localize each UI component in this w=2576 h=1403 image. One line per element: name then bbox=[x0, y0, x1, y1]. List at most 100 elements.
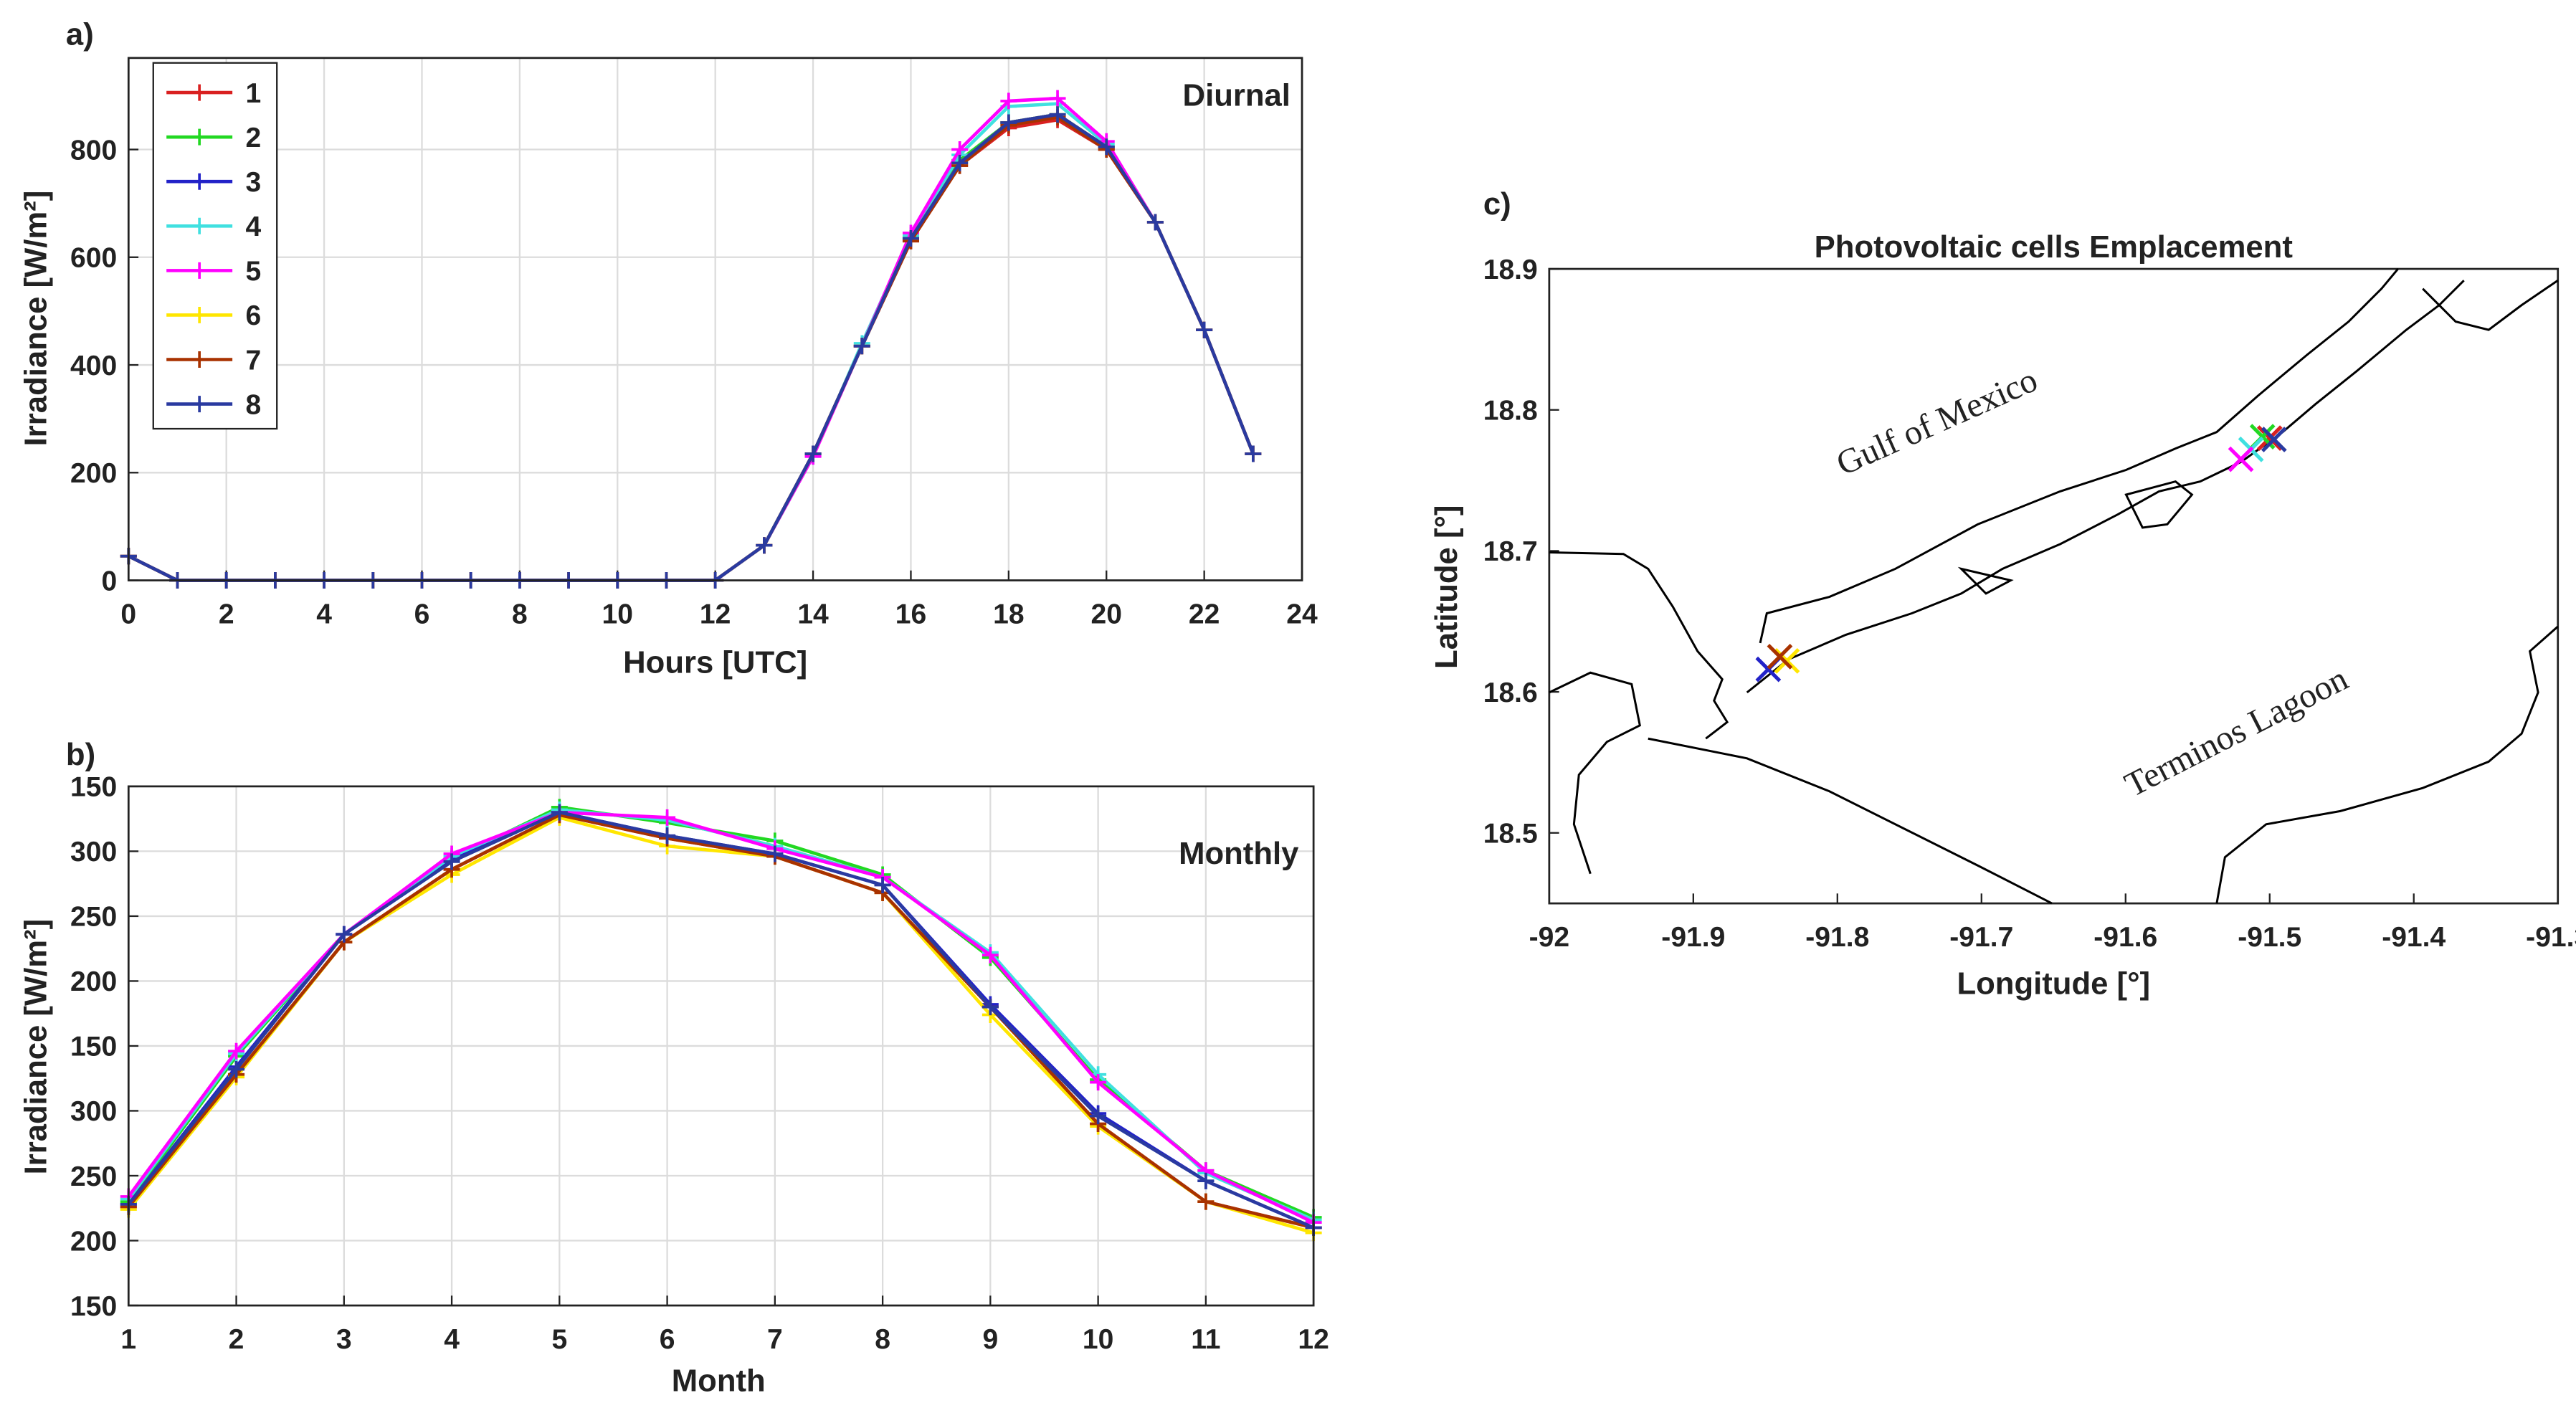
y-tick-label: 300 bbox=[70, 837, 117, 867]
location-marker bbox=[2228, 446, 2254, 472]
series-line bbox=[127, 810, 1315, 1224]
y-axis-label: Latitude [°] bbox=[1429, 505, 1464, 669]
legend-swatch bbox=[191, 262, 208, 279]
x-tick-label: -91.7 bbox=[1949, 922, 2013, 953]
x-tick-label: 7 bbox=[767, 1324, 783, 1355]
coast-island-south bbox=[1746, 280, 2465, 694]
point-marker bbox=[1197, 1172, 1215, 1189]
x-tick-label: 16 bbox=[895, 599, 926, 629]
point-marker bbox=[551, 804, 568, 821]
coast-lagoon-west bbox=[1648, 737, 2053, 905]
x-tick-label: 12 bbox=[1298, 1324, 1329, 1355]
legend-label: 3 bbox=[246, 167, 262, 198]
point-marker bbox=[1090, 1074, 1107, 1091]
point-marker bbox=[766, 845, 784, 862]
x-tick-label: 1 bbox=[120, 1324, 136, 1355]
point-marker bbox=[1000, 92, 1017, 110]
y-tick-label: 200 bbox=[70, 458, 117, 489]
point-marker bbox=[982, 946, 999, 964]
x-tick-label: 18 bbox=[993, 599, 1024, 629]
chart-title: Photovoltaic cells Emplacement bbox=[1815, 229, 2293, 265]
y-tick-label: 800 bbox=[70, 135, 117, 166]
series-line bbox=[127, 813, 1314, 1230]
y-tick-label: 0 bbox=[101, 566, 117, 596]
y-tick-label: 18.6 bbox=[1483, 677, 1538, 708]
coast-gulf bbox=[1759, 268, 2399, 644]
point-marker bbox=[1049, 90, 1066, 107]
legend: 1 2 3 4 5 6 7 8 bbox=[152, 62, 278, 430]
x-tick-label: 12 bbox=[700, 599, 731, 629]
x-tick-label: 2 bbox=[229, 1324, 244, 1355]
legend-label: 5 bbox=[246, 256, 262, 287]
plot-frame bbox=[1548, 267, 2560, 905]
legend-swatch bbox=[191, 84, 208, 101]
panel-label: a) bbox=[66, 16, 94, 52]
y-tick-label: 18.7 bbox=[1483, 536, 1538, 567]
legend-label: 4 bbox=[246, 211, 262, 242]
x-tick-label: 3 bbox=[336, 1324, 352, 1355]
y-tick-label: 18.8 bbox=[1483, 396, 1538, 427]
coast-lagoon-east bbox=[2215, 625, 2559, 904]
x-tick-label: -92 bbox=[1529, 922, 1569, 953]
x-tick-label: 8 bbox=[512, 599, 528, 629]
x-tick-label: 14 bbox=[797, 599, 829, 629]
point-marker bbox=[1098, 138, 1115, 156]
legend-label: 1 bbox=[246, 78, 262, 109]
y-tick-label: 18.5 bbox=[1483, 819, 1538, 850]
x-tick-label: 6 bbox=[414, 599, 430, 629]
annotation: Diurnal bbox=[1183, 77, 1291, 113]
y-tick-label: 18.9 bbox=[1483, 255, 1538, 285]
x-axis-label: Hours [UTC] bbox=[623, 645, 807, 680]
y-tick-label: 600 bbox=[70, 243, 117, 274]
legend-swatch bbox=[191, 396, 208, 413]
x-tick-label: 9 bbox=[982, 1324, 998, 1355]
x-tick-label: 10 bbox=[1083, 1324, 1113, 1355]
y-tick-label: 250 bbox=[70, 1161, 117, 1192]
x-tick-label: 4 bbox=[444, 1324, 460, 1355]
location-marker bbox=[1774, 647, 1800, 674]
x-tick-label: 2 bbox=[219, 599, 234, 629]
point-marker bbox=[1090, 1108, 1107, 1125]
point-marker bbox=[1196, 321, 1213, 338]
y-tick-label: 150 bbox=[70, 772, 117, 803]
x-tick-label: 0 bbox=[120, 599, 136, 629]
point-marker bbox=[228, 1042, 245, 1060]
coast-inlet bbox=[1549, 671, 1641, 875]
plot-frame bbox=[127, 57, 1303, 581]
x-axis-label: Month bbox=[672, 1364, 766, 1399]
x-tick-label: -91.4 bbox=[2382, 922, 2446, 953]
x-tick-label: 24 bbox=[1286, 599, 1318, 629]
point-marker bbox=[1049, 106, 1066, 123]
point-marker bbox=[982, 999, 999, 1016]
annotation: Monthly bbox=[1179, 836, 1299, 871]
y-tick-label: 250 bbox=[70, 902, 117, 933]
x-tick-label: -91.5 bbox=[2238, 922, 2301, 953]
x-tick-label: 20 bbox=[1091, 599, 1122, 629]
point-marker bbox=[902, 229, 919, 247]
point-marker bbox=[1245, 445, 1262, 462]
point-marker bbox=[874, 876, 891, 893]
y-tick-label: 400 bbox=[70, 351, 117, 381]
x-tick-label: 22 bbox=[1189, 599, 1220, 629]
x-tick-label: -91.8 bbox=[1805, 922, 1869, 953]
x-tick-label: 8 bbox=[875, 1324, 890, 1355]
x-tick-label: -91.3 bbox=[2526, 922, 2576, 953]
point-marker bbox=[659, 809, 676, 826]
y-tick-label: 150 bbox=[70, 1032, 117, 1062]
legend-label: 7 bbox=[246, 345, 262, 376]
legend-swatch bbox=[191, 217, 208, 234]
point-marker bbox=[1197, 1193, 1215, 1210]
point-marker bbox=[756, 537, 773, 554]
panel-label: c) bbox=[1483, 186, 1511, 222]
location-marker bbox=[1767, 644, 1793, 670]
point-marker bbox=[1146, 214, 1164, 231]
point-marker bbox=[804, 445, 822, 462]
point-marker bbox=[228, 1061, 245, 1078]
y-axis-label: Irradiance [W/m²] bbox=[18, 191, 53, 447]
x-axis-label: Longitude [°] bbox=[1957, 966, 2150, 1002]
plot: 1 2 3 4 5 6 7 8 9 10 11 121502002503001502002503001… bbox=[70, 772, 1329, 1355]
point-marker bbox=[853, 338, 870, 355]
legend-box bbox=[152, 62, 278, 430]
island bbox=[1957, 480, 2194, 595]
